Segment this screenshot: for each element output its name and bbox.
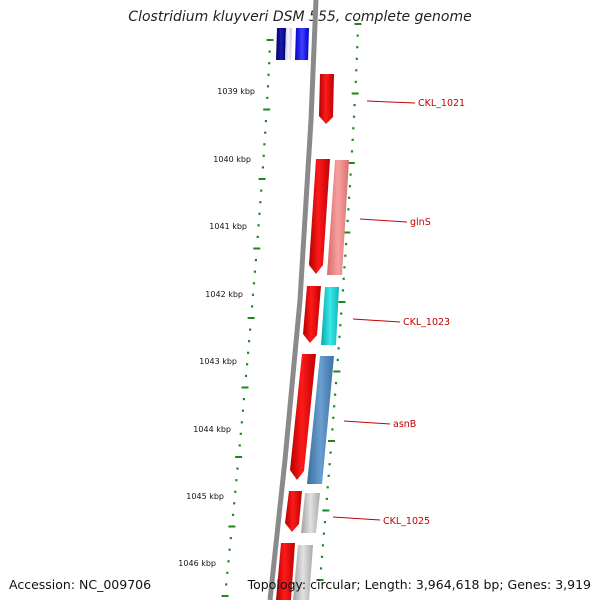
gene-feature-ckl1025 xyxy=(285,491,302,532)
scale-label: 1040 kbp xyxy=(213,155,251,164)
scale-label: 1044 kbp xyxy=(193,425,231,434)
scale-labels: 1039 kbp 1040 kbp 1041 kbp 1042 kbp 1043… xyxy=(178,87,255,568)
gene-feature-bottom-red xyxy=(276,543,295,600)
callout-line xyxy=(359,218,408,223)
scale-label: 1042 kbp xyxy=(205,290,243,299)
gene-feature-ckl1025-track xyxy=(301,493,320,533)
gene-label-asnb: asnB xyxy=(393,419,416,430)
gene-features xyxy=(276,28,349,600)
gene-feature-ckl1023 xyxy=(303,286,321,343)
gene-feature-bottom-gray xyxy=(293,545,313,600)
genome-title: Clostridium kluyveri DSM 555, complete g… xyxy=(128,9,472,25)
gene-feature-asnb xyxy=(290,354,316,480)
genome-summary: Topology: circular; Length: 3,964,618 bp… xyxy=(247,577,591,592)
gene-feature-ckl1021 xyxy=(319,74,334,124)
gene-feature-asnb-track xyxy=(307,356,334,484)
gene-feature-ckl1023-track xyxy=(321,287,339,345)
callout-line xyxy=(343,420,391,425)
callout-line xyxy=(352,318,401,323)
scale-label: 1045 kbp xyxy=(186,492,224,501)
scale-label: 1041 kbp xyxy=(209,222,247,231)
scale-ticks-left xyxy=(221,39,274,597)
gene-label-ckl1021: CKL_1021 xyxy=(418,98,465,109)
gene-feature-blue xyxy=(295,28,309,60)
gene-callouts: CKL_1021 glnS CKL_1023 asnB CKL_1025 xyxy=(332,98,465,527)
callout-line xyxy=(332,516,381,521)
scale-label: 1039 kbp xyxy=(217,87,255,96)
scale-ticks-right xyxy=(316,23,362,581)
gene-label-ckl1023: CKL_1023 xyxy=(403,317,450,328)
gene-label-glns: glnS xyxy=(410,217,431,228)
scale-label: 1046 kbp xyxy=(178,559,216,568)
gene-feature-glns-track xyxy=(327,160,349,275)
callout-line xyxy=(366,100,416,104)
scale-label: 1043 kbp xyxy=(199,357,237,366)
gene-feature-navy xyxy=(276,28,286,60)
gene-feature-light xyxy=(285,28,292,60)
gene-feature-glns xyxy=(309,159,330,274)
gene-label-ckl1025: CKL_1025 xyxy=(383,516,430,527)
genome-backbone xyxy=(267,0,319,600)
accession-label: Accession: NC_009706 xyxy=(9,577,152,592)
